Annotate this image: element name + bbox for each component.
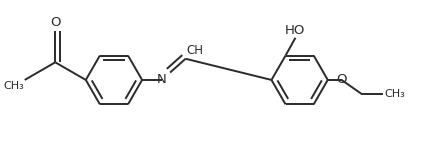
Text: N: N [157, 74, 167, 86]
Text: O: O [336, 74, 347, 86]
Text: CH₃: CH₃ [3, 81, 24, 91]
Text: HO: HO [285, 24, 306, 37]
Text: CH₃: CH₃ [384, 89, 405, 99]
Text: CH: CH [187, 44, 203, 57]
Text: O: O [50, 16, 61, 29]
